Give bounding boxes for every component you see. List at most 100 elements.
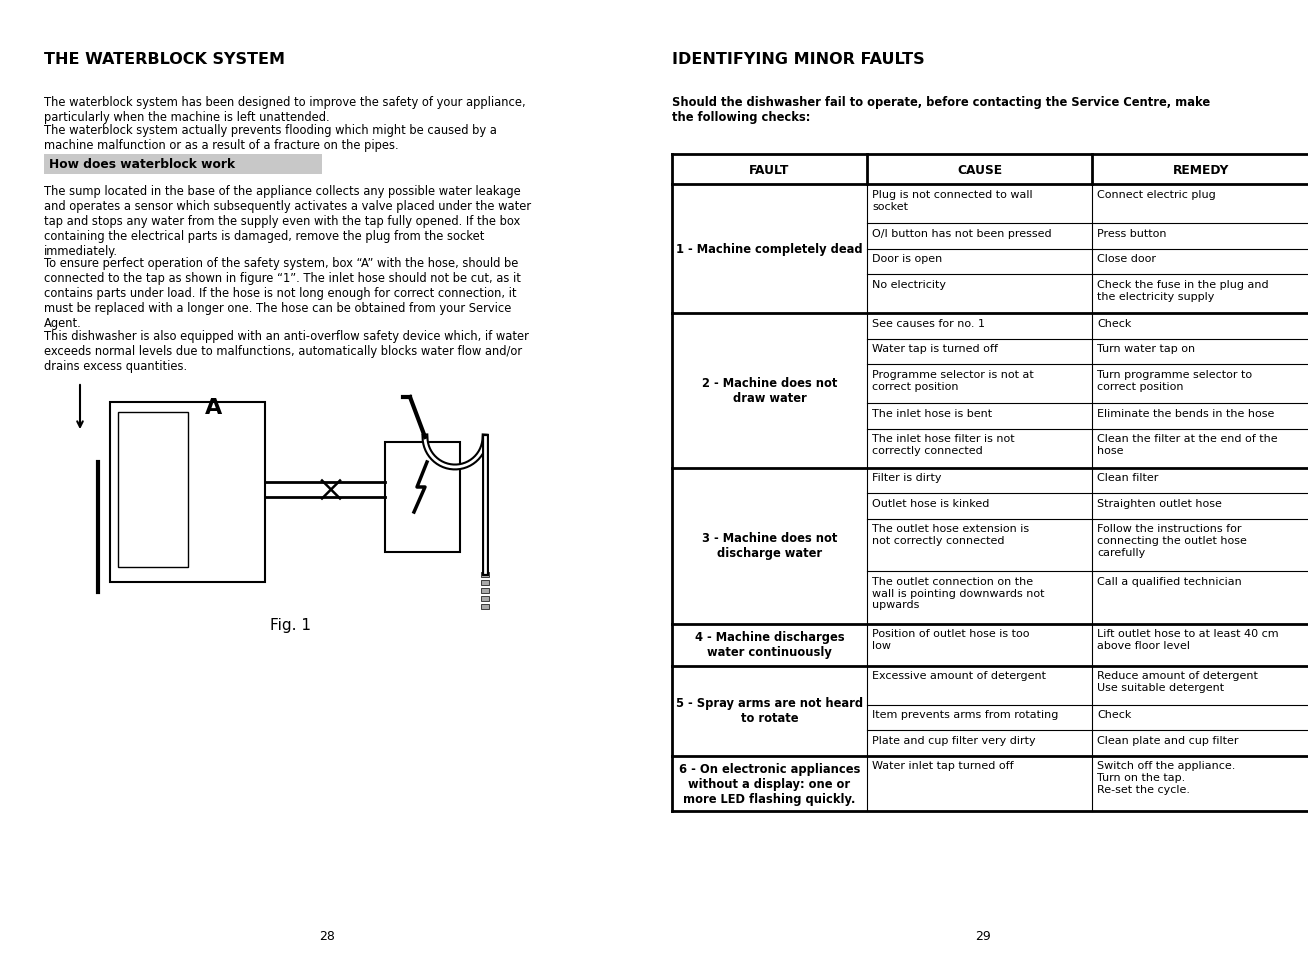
Text: 2 - Machine does not
draw water: 2 - Machine does not draw water <box>702 376 837 405</box>
Bar <box>867 250 1092 274</box>
Bar <box>481 580 489 585</box>
Text: 1 - Machine completely dead: 1 - Machine completely dead <box>676 243 863 255</box>
Text: Outlet hose is kinked: Outlet hose is kinked <box>872 498 989 509</box>
Bar <box>1092 314 1308 339</box>
Text: Fig. 1: Fig. 1 <box>269 618 310 633</box>
Bar <box>867 429 1092 468</box>
Text: The waterblock system has been designed to improve the safety of your appliance,: The waterblock system has been designed … <box>44 96 526 124</box>
Text: No electricity: No electricity <box>872 280 946 290</box>
Bar <box>1092 519 1308 572</box>
Bar <box>1092 403 1308 429</box>
Text: Check the fuse in the plug and
the electricity supply: Check the fuse in the plug and the elect… <box>1097 280 1269 301</box>
Bar <box>44 154 322 174</box>
Text: A: A <box>205 397 222 417</box>
Bar <box>867 730 1092 756</box>
Text: Turn programme selector to
correct position: Turn programme selector to correct posit… <box>1097 370 1252 391</box>
Bar <box>118 413 188 567</box>
Text: Clean filter: Clean filter <box>1097 473 1159 483</box>
Bar <box>1092 666 1308 705</box>
Text: Follow the instructions for
connecting the outlet hose
carefully: Follow the instructions for connecting t… <box>1097 524 1247 558</box>
Bar <box>1092 250 1308 274</box>
Bar <box>1092 756 1308 811</box>
Bar <box>481 573 489 578</box>
Bar <box>672 756 867 811</box>
Bar <box>672 154 1308 185</box>
Text: To ensure perfect operation of the safety system, box “A” with the hose, should : To ensure perfect operation of the safet… <box>44 256 521 330</box>
Text: Clean plate and cup filter: Clean plate and cup filter <box>1097 735 1239 745</box>
Bar <box>867 572 1092 624</box>
Bar <box>867 339 1092 365</box>
Text: Item prevents arms from rotating: Item prevents arms from rotating <box>872 710 1058 720</box>
Bar <box>867 403 1092 429</box>
Bar <box>1092 730 1308 756</box>
Bar <box>867 756 1092 811</box>
Text: Lift outlet hose to at least 40 cm
above floor level: Lift outlet hose to at least 40 cm above… <box>1097 629 1279 650</box>
Text: 6 - On electronic appliances
without a display: one or
more LED flashing quickly: 6 - On electronic appliances without a d… <box>679 762 861 805</box>
Text: The sump located in the base of the appliance collects any possible water leakag: The sump located in the base of the appl… <box>44 185 531 257</box>
Text: The waterblock system actually prevents flooding which might be caused by a
mach: The waterblock system actually prevents … <box>44 124 497 152</box>
Bar <box>1092 339 1308 365</box>
Bar <box>1092 365 1308 403</box>
Bar <box>1092 468 1308 494</box>
Text: Press button: Press button <box>1097 229 1167 239</box>
Text: Straighten outlet hose: Straighten outlet hose <box>1097 498 1222 509</box>
Bar <box>867 666 1092 705</box>
Bar <box>672 666 867 756</box>
Text: Reduce amount of detergent
Use suitable detergent: Reduce amount of detergent Use suitable … <box>1097 671 1258 693</box>
Text: Water tap is turned off: Water tap is turned off <box>872 344 998 355</box>
Text: 5 - Spray arms are not heard
to rotate: 5 - Spray arms are not heard to rotate <box>676 697 863 724</box>
Text: FAULT: FAULT <box>749 163 790 176</box>
Text: Clean the filter at the end of the
hose: Clean the filter at the end of the hose <box>1097 434 1278 456</box>
Text: See causes for no. 1: See causes for no. 1 <box>872 318 985 329</box>
Text: Filter is dirty: Filter is dirty <box>872 473 942 483</box>
Text: Excessive amount of detergent: Excessive amount of detergent <box>872 671 1046 680</box>
Bar <box>867 365 1092 403</box>
Bar <box>1092 274 1308 314</box>
Bar <box>1092 429 1308 468</box>
Bar <box>385 442 460 553</box>
Bar <box>1092 494 1308 519</box>
Bar <box>867 468 1092 494</box>
Text: 29: 29 <box>976 929 991 942</box>
Text: Close door: Close door <box>1097 254 1156 264</box>
Bar <box>1092 624 1308 666</box>
Text: 3 - Machine does not
discharge water: 3 - Machine does not discharge water <box>702 532 837 560</box>
Bar <box>672 314 867 468</box>
Bar <box>110 402 266 582</box>
Text: Position of outlet hose is too
low: Position of outlet hose is too low <box>872 629 1029 650</box>
Text: Water inlet tap turned off: Water inlet tap turned off <box>872 760 1014 771</box>
Text: Check: Check <box>1097 318 1131 329</box>
Text: Plug is not connected to wall
socket: Plug is not connected to wall socket <box>872 190 1032 212</box>
Bar <box>867 519 1092 572</box>
Bar <box>867 624 1092 666</box>
Text: REMEDY: REMEDY <box>1173 163 1230 176</box>
Bar <box>867 224 1092 250</box>
Text: Door is open: Door is open <box>872 254 942 264</box>
Text: Plate and cup filter very dirty: Plate and cup filter very dirty <box>872 735 1036 745</box>
Bar <box>1092 224 1308 250</box>
Text: Call a qualified technician: Call a qualified technician <box>1097 577 1241 586</box>
Text: This dishwasher is also equipped with an anti-overflow safety device which, if w: This dishwasher is also equipped with an… <box>44 330 528 373</box>
Bar <box>1092 185 1308 224</box>
Text: 28: 28 <box>319 929 335 942</box>
Bar <box>1092 572 1308 624</box>
Text: Should the dishwasher fail to operate, before contacting the Service Centre, mak: Should the dishwasher fail to operate, b… <box>672 96 1210 124</box>
Bar <box>867 185 1092 224</box>
Bar <box>672 624 867 666</box>
Text: Eliminate the bends in the hose: Eliminate the bends in the hose <box>1097 409 1274 418</box>
Bar <box>672 185 867 314</box>
Bar <box>481 604 489 609</box>
Text: The inlet hose is bent: The inlet hose is bent <box>872 409 993 418</box>
Text: IDENTIFYING MINOR FAULTS: IDENTIFYING MINOR FAULTS <box>672 52 925 67</box>
Bar <box>867 705 1092 730</box>
Text: CAUSE: CAUSE <box>957 163 1002 176</box>
Text: Programme selector is not at
correct position: Programme selector is not at correct pos… <box>872 370 1033 391</box>
Text: Connect electric plug: Connect electric plug <box>1097 190 1215 200</box>
Bar <box>867 274 1092 314</box>
Bar <box>481 597 489 601</box>
Text: 4 - Machine discharges
water continuously: 4 - Machine discharges water continuousl… <box>695 631 844 659</box>
Text: The outlet hose extension is
not correctly connected: The outlet hose extension is not correct… <box>872 524 1029 545</box>
Text: Switch off the appliance.
Turn on the tap.
Re-set the cycle.: Switch off the appliance. Turn on the ta… <box>1097 760 1235 794</box>
Text: THE WATERBLOCK SYSTEM: THE WATERBLOCK SYSTEM <box>44 52 285 67</box>
Text: How does waterblock work: How does waterblock work <box>48 158 235 171</box>
